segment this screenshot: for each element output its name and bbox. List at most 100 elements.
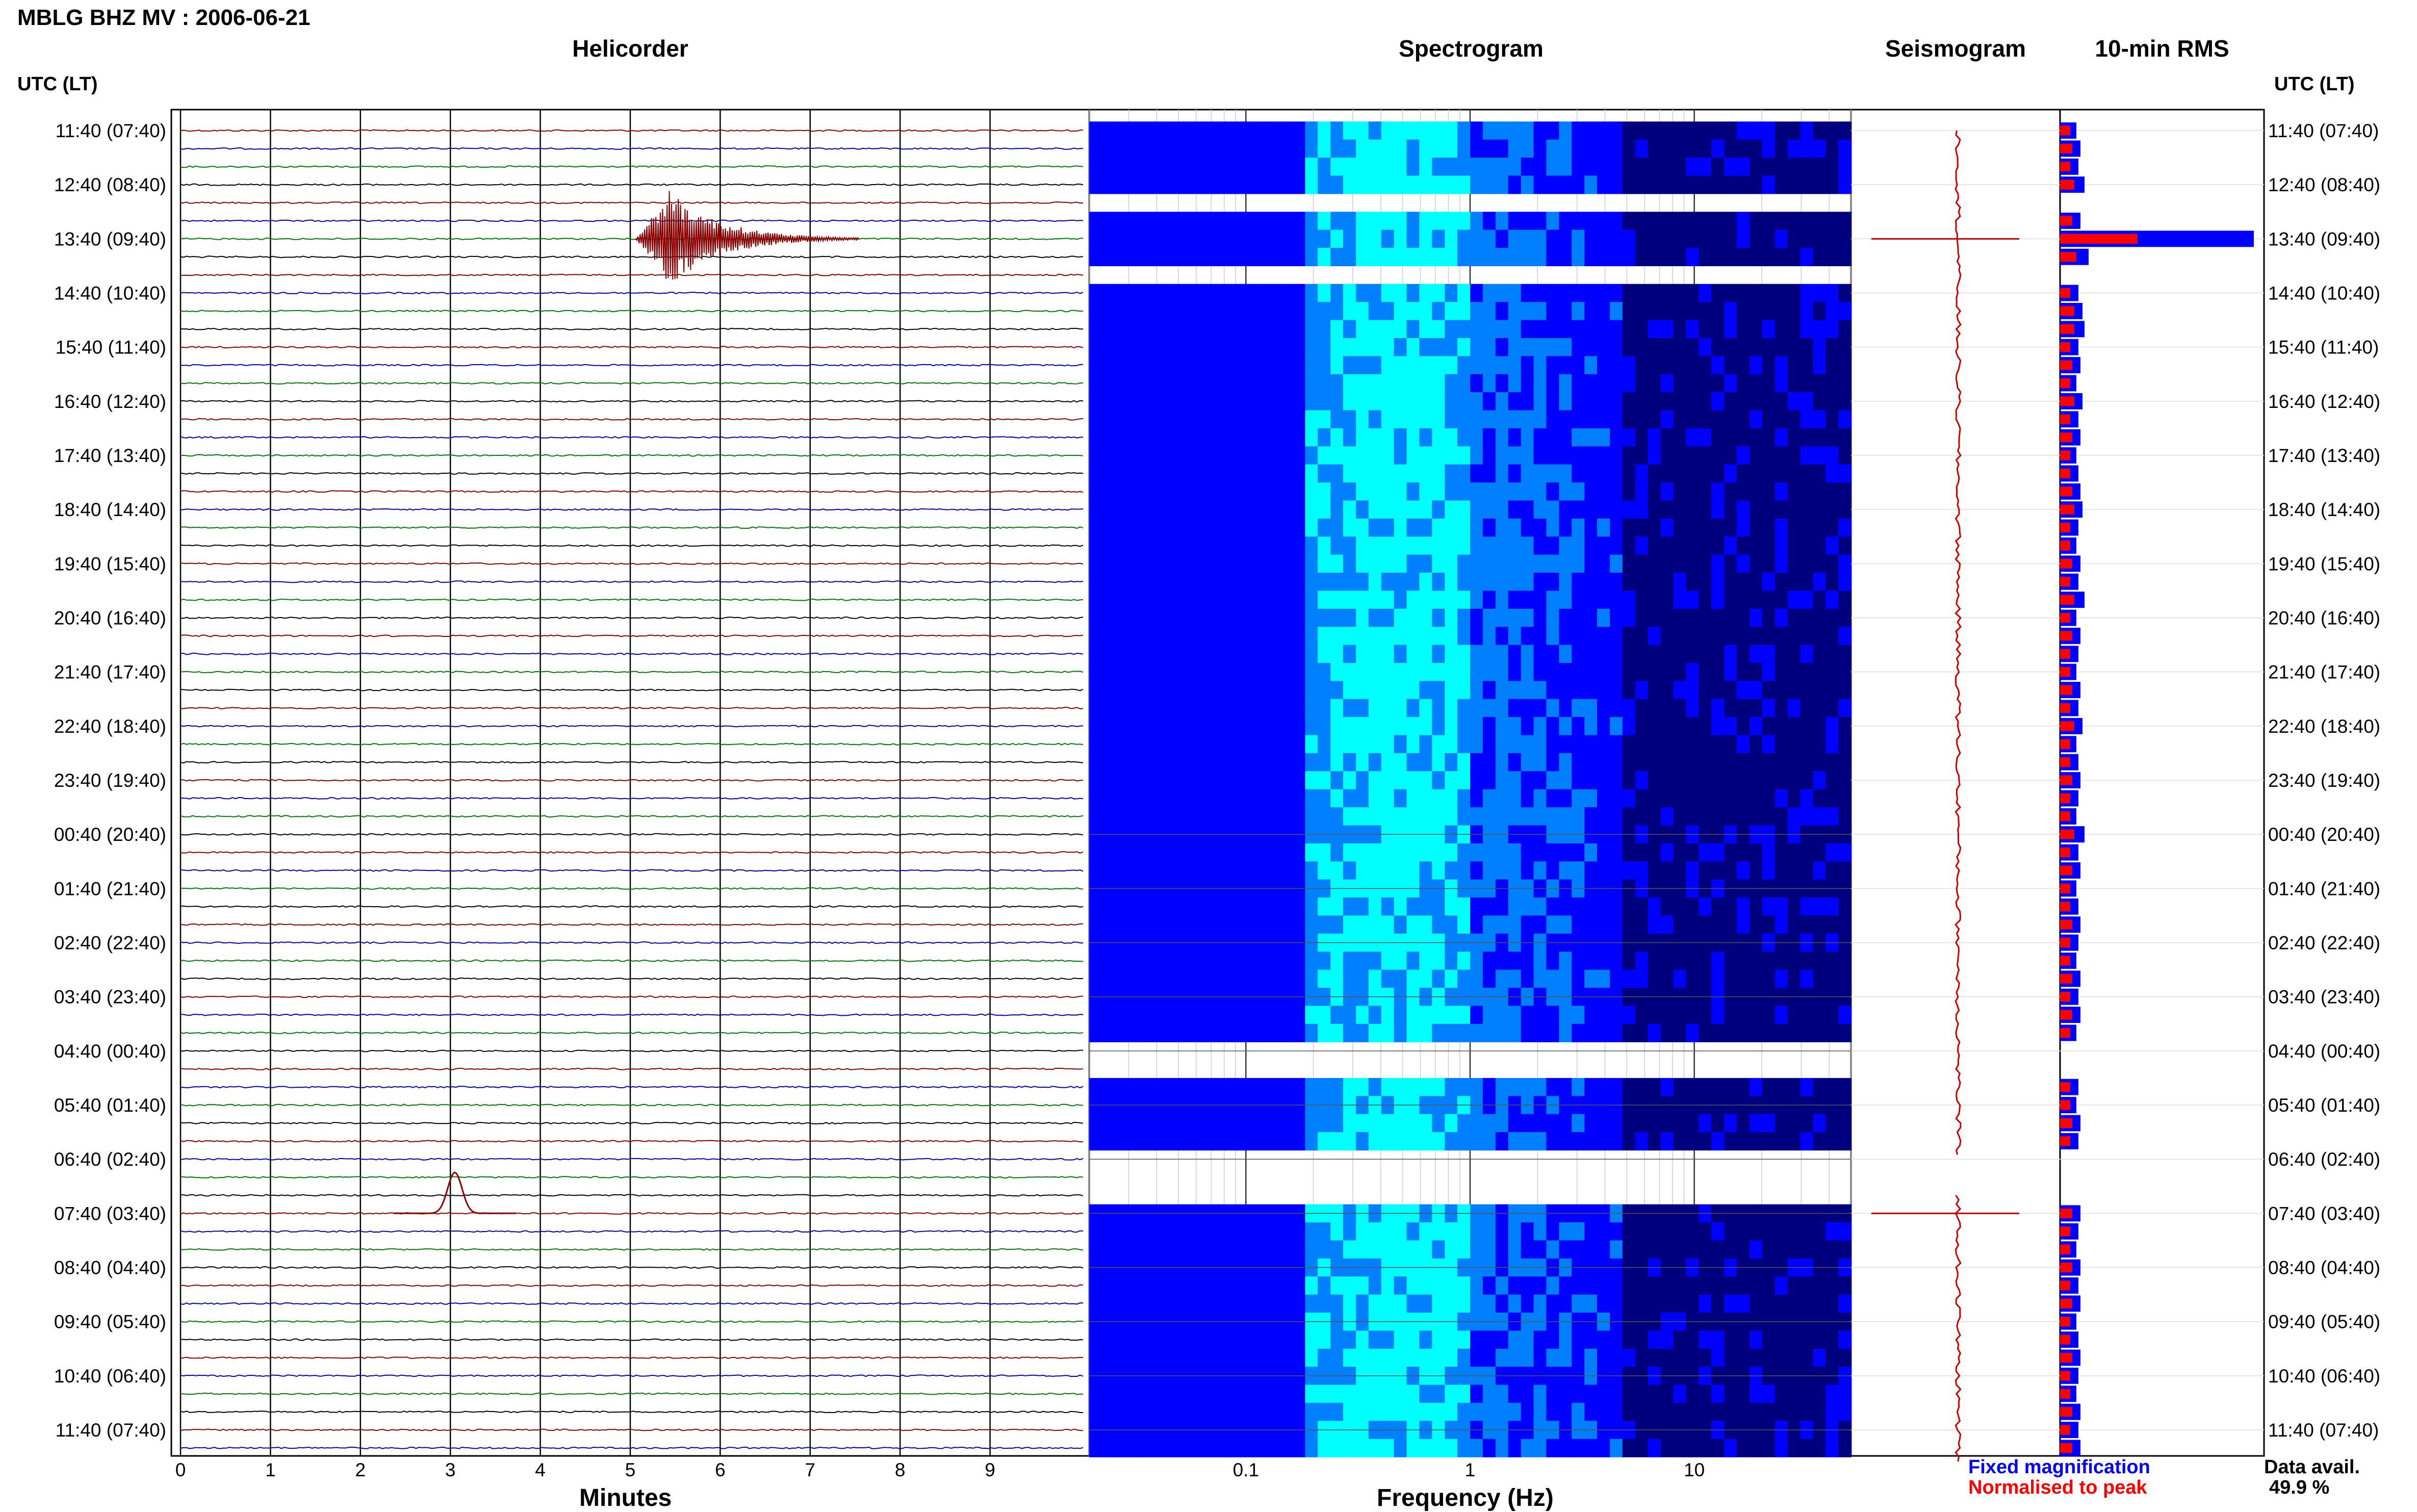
spectrogram-cell [1381,536,1395,555]
spectrogram-cell [1228,771,1242,790]
spectrogram-cell [1495,1330,1509,1349]
spectrogram-cell [1800,428,1813,447]
spectrogram-cell [1355,446,1369,465]
spectrogram-cell [1279,338,1293,356]
spectrogram-cell [1178,320,1191,339]
spectrogram-cell [1216,1114,1229,1133]
spectrogram-cell [1495,1078,1509,1096]
spectrogram-cell [1343,1023,1356,1042]
spectrogram-cell [1673,645,1686,663]
spectrogram-cell [1482,608,1496,627]
spectrogram-cell [1736,464,1750,483]
spectrogram-cell [1736,482,1750,501]
spectrogram-cell [1203,1006,1217,1024]
spectrogram-cell [1749,1294,1763,1313]
spectrogram-cell [1711,1006,1725,1024]
spectrogram-cell [1114,392,1128,411]
spectrogram-cell [1279,735,1293,754]
spectrogram-cell [1749,771,1763,790]
spectrogram-cell [1736,1132,1750,1151]
spectrogram-cell [1368,229,1382,248]
spectrogram-cell [1368,428,1382,447]
spectrogram-cell [1241,212,1255,230]
spectrogram-cell [1152,663,1166,681]
spectrogram-cell [1140,1439,1153,1457]
spectrogram-cell [1762,1114,1776,1133]
rms-bar-normalised [2060,396,2074,406]
spectrogram-cell [1546,1439,1559,1457]
spectrogram-cell [1267,681,1280,700]
spectrogram-cell [1699,1222,1712,1241]
spectrogram-cell [1673,735,1686,754]
spectrogram-cell [1445,1439,1458,1457]
spectrogram-cell [1584,1385,1598,1403]
utc-tick-label-right: 20:40 (16:40) [2268,608,2380,629]
spectrogram-cell [1521,807,1534,826]
spectrogram-cell [1445,663,1458,681]
spectrogram-cell [1825,338,1839,356]
spectrogram-cell [1355,302,1369,321]
spectrogram-cell [1559,1222,1572,1241]
spectrogram-cell [1114,338,1128,356]
spectrogram-cell [1775,536,1788,555]
spectrogram-cell [1394,212,1407,230]
spectrogram-cell [1254,121,1268,140]
spectrogram-cell [1305,789,1318,808]
spectrogram-cell [1800,861,1813,880]
spectrogram-cell [1724,229,1737,248]
spectrogram-cell [1127,861,1141,880]
spectrogram-cell [1355,1023,1369,1042]
spectrogram-cell [1775,1222,1788,1241]
spectrogram-cell [1457,807,1471,826]
spectrogram-cell [1482,229,1496,248]
spectrogram-cell [1470,717,1483,736]
spectrogram-cell [1152,1348,1166,1367]
spectrogram-cell [1114,1385,1128,1403]
spectrogram-cell [1419,518,1432,537]
spectrogram-cell [1749,536,1763,555]
spectrogram-cell [1673,591,1686,609]
spectrogram-cell [1597,139,1610,158]
spectrogram-cell [1711,1402,1725,1421]
spectrogram-cell [1787,338,1801,356]
spectrogram-cell [1406,735,1420,754]
spectrogram-cell [1546,158,1559,176]
helicorder-trace [180,219,1084,222]
spectrogram-cell [1597,1240,1610,1259]
spectrogram-cell [1648,518,1661,537]
spectrogram-cell [1330,969,1344,988]
spectrogram-cell [1203,1023,1217,1042]
spectrogram-cell [1419,158,1432,176]
left-axis-header: UTC (LT) [17,73,98,95]
rms-bar-normalised [2060,504,2074,515]
spectrogram-cell [1660,663,1674,681]
spectrogram-cell [1838,212,1852,230]
spectrogram-cell [1533,627,1547,646]
spectrogram-cell [1101,320,1115,339]
spectrogram-cell [1813,1222,1826,1241]
spectrogram-cell [1584,1023,1598,1042]
spectrogram-cell [1482,1348,1496,1367]
spectrogram-cell [1673,1006,1686,1024]
spectrogram-cell [1292,410,1305,429]
spectrogram-cell [1343,645,1356,663]
spectrogram-cell [1318,1348,1331,1367]
spectrogram-cell [1445,1222,1458,1241]
spectrogram-cell [1228,699,1242,717]
spectrogram-cell [1203,645,1217,663]
spectrogram-cell [1648,428,1661,447]
spectrogram-cell [1279,446,1293,465]
spectrogram-cell [1559,392,1572,411]
spectrogram-cell [1140,969,1153,988]
spectrogram-cell [1749,663,1763,681]
spectrogram-cell [1178,1385,1191,1403]
spectrogram-cell [1203,771,1217,790]
spectrogram-cell [1368,735,1382,754]
spectrogram-cell [1597,1276,1610,1295]
spectrogram-cell [1648,320,1661,339]
spectrogram-cell [1609,1240,1623,1259]
spectrogram-cell [1597,338,1610,356]
spectrogram-cell [1470,139,1483,158]
spectrogram-cell [1419,1222,1432,1241]
spectrogram-cell [1686,554,1699,573]
